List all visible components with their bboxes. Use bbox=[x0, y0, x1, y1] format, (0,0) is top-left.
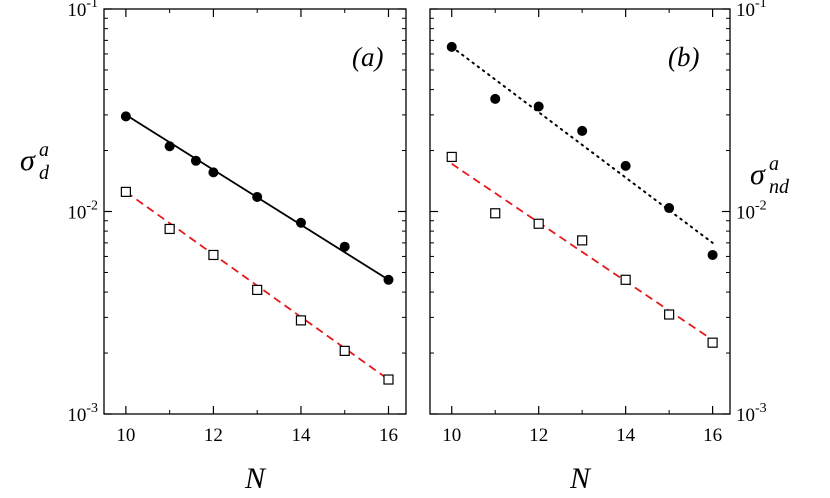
y-tick-label: 10-3 bbox=[736, 401, 767, 426]
y-axis-title: σ and bbox=[750, 153, 790, 198]
fit-line-dotted bbox=[450, 45, 714, 244]
y-axis-title-sub: d bbox=[39, 162, 50, 184]
data-point-square bbox=[295, 315, 307, 326]
y-axis-title-symbol: σ bbox=[750, 158, 766, 191]
x-tick-label: 14 bbox=[616, 425, 636, 446]
x-tick-label: 14 bbox=[291, 425, 311, 446]
data-point-circle bbox=[490, 93, 501, 104]
data-point-circle bbox=[295, 217, 306, 228]
y-axis-title-symbol: σ bbox=[20, 144, 36, 177]
x-tick-label: 12 bbox=[204, 425, 223, 446]
x-tick-label: 10 bbox=[442, 425, 461, 446]
y-axis-title-sup: a bbox=[39, 139, 49, 161]
panel-b: 10 12 14 16 10-3 10-2 10-1 (b) Nσ and bbox=[429, 0, 790, 495]
panel-a: 10 12 14 16 10-3 10-2 10-1 (a) Nσ ad bbox=[20, 0, 407, 495]
y-tick-label: 10-1 bbox=[67, 0, 98, 21]
x-axis-title: N bbox=[244, 462, 267, 495]
data-point-square bbox=[339, 345, 350, 356]
y-tick-label: 10-2 bbox=[736, 199, 767, 224]
y-tick-label: 10-3 bbox=[67, 401, 98, 426]
data-point-square bbox=[707, 337, 718, 348]
data-point-circle bbox=[664, 203, 675, 214]
panel-label: (a) bbox=[352, 42, 383, 72]
x-tick-label: 16 bbox=[703, 425, 722, 446]
data-point-circle bbox=[446, 41, 457, 52]
data-point-circle bbox=[120, 111, 131, 122]
data-point-square bbox=[446, 151, 457, 163]
data-point-square bbox=[252, 284, 263, 296]
data-point-circle bbox=[339, 241, 350, 252]
data-point-square bbox=[664, 309, 675, 320]
data-point-circle bbox=[383, 274, 394, 285]
y-tick-label: 10-1 bbox=[736, 0, 767, 21]
panel-label: (b) bbox=[668, 42, 699, 72]
x-tick-label: 10 bbox=[116, 425, 135, 446]
x-tick-label: 16 bbox=[379, 425, 398, 446]
data-point-square bbox=[164, 223, 175, 235]
data-point-square bbox=[490, 208, 501, 219]
data-point-square bbox=[577, 235, 588, 246]
data-point-square bbox=[620, 274, 631, 285]
y-tick-label: 10-2 bbox=[67, 199, 98, 224]
data-point-square bbox=[120, 186, 131, 197]
data-point-circle bbox=[252, 191, 263, 202]
data-point-circle bbox=[577, 125, 588, 136]
data-point-square bbox=[383, 374, 394, 385]
data-point-circle bbox=[707, 249, 718, 260]
y-axis-title: σ ad bbox=[20, 139, 50, 184]
data-point-square bbox=[208, 249, 219, 261]
data-point-circle bbox=[533, 101, 544, 112]
x-tick-label: 12 bbox=[529, 425, 548, 446]
data-point-circle bbox=[620, 160, 631, 171]
x-axis-title: N bbox=[569, 462, 592, 495]
y-axis-title-sub: nd bbox=[769, 176, 790, 198]
y-axis-title-sup: a bbox=[769, 153, 779, 175]
data-point-circle bbox=[208, 167, 219, 178]
data-point-square bbox=[533, 218, 544, 229]
data-point-circle bbox=[190, 155, 201, 166]
data-point-circle bbox=[164, 141, 175, 152]
